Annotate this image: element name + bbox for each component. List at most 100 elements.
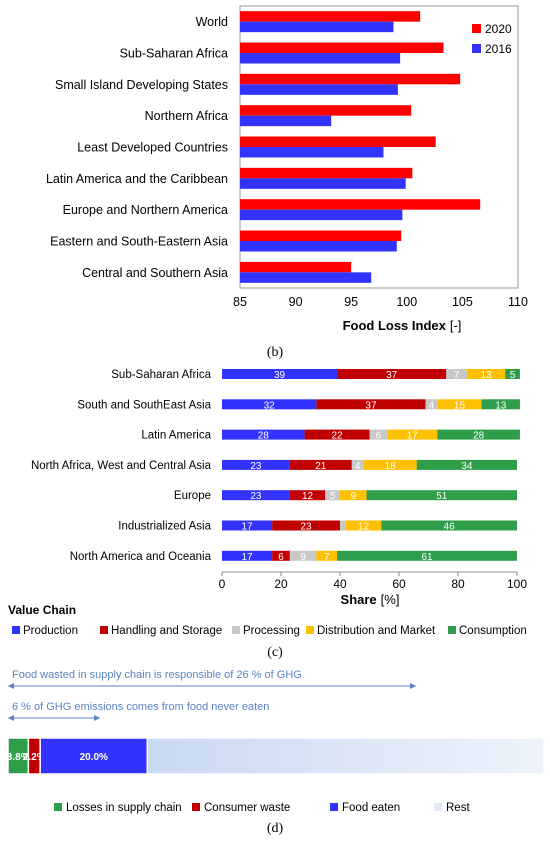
panel-d-legend-label: Food eaten	[342, 802, 400, 814]
panel-c-bar-south-and-southeast-asia-handling-and-storage	[316, 399, 426, 410]
panel-b-bar-sub-saharan-africa-2016	[240, 53, 401, 64]
panel-c-legend-swatch-handling-and-storage	[100, 626, 108, 634]
panel-c-bar-sub-saharan-africa-consumption	[505, 369, 520, 379]
panel-b-caption-label: (b)	[267, 345, 284, 360]
panel-c-bar-north-africa-west-and-central-asia-handling-and-storage	[289, 459, 352, 470]
panel-c-legend-label: Consumption	[459, 625, 527, 637]
panel-b-x-tick-label: 95	[344, 295, 358, 309]
panel-c-caption-label: (c)	[267, 645, 283, 660]
panel-c-x-tick-label: 60	[392, 577, 406, 591]
panel-c-data-label: 21	[315, 461, 327, 472]
panel-c-bar-industrialized-asia-processing	[340, 520, 346, 531]
panel-d-legend-swatch-rest	[434, 803, 442, 811]
panel-c-x-tick-label: 40	[333, 577, 347, 591]
panel-c-data-label: 17	[242, 522, 254, 533]
panel-c-bar-north-africa-west-and-central-asia-consumption	[416, 459, 517, 470]
panel-d-legend-swatch-losses-in-supply-chain	[54, 803, 62, 811]
panel-c-bar-latin-america-production	[222, 429, 305, 440]
panel-c-data-label: 37	[365, 400, 377, 411]
panel-c-legend-label: Handling and Storage	[111, 625, 222, 637]
panel-c-bar-europe-handling-and-storage	[289, 490, 326, 501]
panel-c-category-label: Latin America	[141, 430, 211, 442]
panel-c-bar-latin-america-processing	[369, 429, 388, 440]
panel-c-data-label: 13	[495, 400, 507, 411]
panel-c-data-label: 4	[429, 400, 435, 411]
panel-c-data-label: 12	[302, 491, 314, 502]
panel-b-legend-swatch-2020	[472, 24, 481, 33]
panel-c-legend-swatch-distribution-and-market	[306, 626, 314, 634]
panel-b-x-tick-label: 90	[289, 295, 303, 309]
panel-c-bar-europe-processing	[325, 490, 340, 501]
panel-b-legend-label: 2016	[485, 42, 512, 56]
panel-b-bar-world-2016	[240, 21, 394, 33]
panel-c-bar-north-africa-west-and-central-asia-production	[222, 459, 290, 470]
panel-c-bar-sub-saharan-africa-production	[222, 369, 338, 379]
panel-c-bar-latin-america-handling-and-storage	[304, 429, 370, 440]
panel-c-legend-swatch-production	[12, 626, 20, 634]
panel-c-bar-north-america-and-oceania-processing	[289, 550, 317, 561]
panel-b-category-label: Small Island Developing States	[55, 78, 228, 92]
panel-c-data-label: 4	[355, 461, 361, 472]
panel-c-x-tick-label: 0	[219, 577, 226, 591]
panel-d-legend-label: Consumer waste	[204, 802, 290, 814]
panel-c-x-tick-label: 80	[451, 577, 465, 591]
panel-b-bar-europe-and-northern-america-2016	[240, 209, 403, 221]
panel-c-legend-title: Value Chain	[8, 603, 76, 617]
panel-c-legend-label: Production	[23, 625, 78, 637]
panel-c-data-label: 17	[407, 431, 419, 442]
panel-c-bar-sub-saharan-africa-processing	[446, 369, 467, 379]
panel-c-bar-north-america-and-oceania-consumption	[337, 550, 517, 561]
panel-b-legend-swatch-2016	[472, 44, 481, 53]
panel-c-bar-south-and-southeast-asia-production	[222, 399, 317, 410]
panel-c-bar-europe-consumption	[366, 490, 517, 501]
panel-b-bar-sub-saharan-africa-2020	[240, 42, 444, 53]
panel-b-x-tick-label: 85	[233, 295, 247, 309]
panel-c-category-label: North America and Oceania	[70, 551, 212, 563]
panel-b-bar-central-and-southern-asia-2020	[240, 261, 352, 273]
panel-c-data-label: 7	[324, 552, 330, 563]
panel-c-x-tick-label: 100	[507, 577, 527, 591]
panel-c-legend-label: Distribution and Market	[317, 625, 436, 637]
panel-c-category-label: Europe	[174, 490, 211, 502]
panel-d-bar-rest	[146, 737, 545, 775]
panel-c-bar-sub-saharan-africa-handling-and-storage	[337, 369, 447, 379]
panel-c-data-label: 9	[350, 491, 356, 502]
panel-d-legend-label: Losses in supply chain	[66, 802, 182, 814]
panel-b-bar-least-developed-countries-2020	[240, 136, 436, 147]
panel-c-x-axis-label: Share [%]	[341, 592, 400, 607]
panel-c-bar-south-and-southeast-asia-consumption	[481, 399, 520, 410]
panel-c-data-label: 37	[386, 370, 398, 381]
panel-d-data-label: 2.2%	[23, 752, 46, 763]
panel-b-legend-label: 2020	[485, 22, 512, 36]
panel-b-category-label: Northern Africa	[145, 109, 228, 123]
panel-c-bar-latin-america-distribution-and-market	[387, 429, 438, 440]
panel-b-x-tick-label: 100	[396, 295, 417, 309]
panel-b-x-tick-label: 110	[508, 295, 528, 309]
panel-b-bar-northern-africa-2020	[240, 105, 412, 116]
panel-c-data-label: 28	[473, 431, 485, 442]
panel-c-data-label: 23	[301, 522, 313, 533]
panel-c-bar-europe-production	[222, 490, 290, 501]
panel-c-data-label: 17	[242, 552, 254, 563]
panel-c-bar-south-and-southeast-asia-distribution-and-market	[437, 399, 482, 410]
panel-c-category-label: Sub-Saharan Africa	[111, 369, 211, 381]
panel-d-legend-swatch-food-eaten	[330, 803, 338, 811]
panel-c-data-label: 46	[444, 522, 456, 533]
panel-c-bar-latin-america-consumption	[437, 429, 520, 440]
panel-b-bar-latin-america-and-the-caribbean-2016	[240, 178, 406, 189]
panel-c-data-label: 34	[461, 461, 473, 472]
panel-c-data-label: 6	[278, 552, 284, 563]
panel-c-bar-sub-saharan-africa-distribution-and-market	[466, 369, 506, 379]
panel-c-data-label: 6	[376, 431, 382, 442]
panel-d-arrow-6-percent	[8, 715, 100, 721]
panel-d-data-label: 20.0%	[80, 752, 108, 763]
panel-c-bar-north-africa-west-and-central-asia-processing	[351, 459, 364, 470]
panel-c-data-label: 5	[510, 370, 516, 381]
panel-c-x-tick-label: 20	[274, 577, 288, 591]
panel-b-category-label: Europe and Northern America	[63, 203, 228, 217]
panel-c-bar-north-america-and-oceania-handling-and-storage	[272, 550, 290, 561]
panel-c-legend-swatch-consumption	[448, 626, 456, 634]
panel-c-legend-label: Processing	[243, 625, 300, 637]
panel-b-category-label: Central and Southern Asia	[82, 266, 228, 280]
